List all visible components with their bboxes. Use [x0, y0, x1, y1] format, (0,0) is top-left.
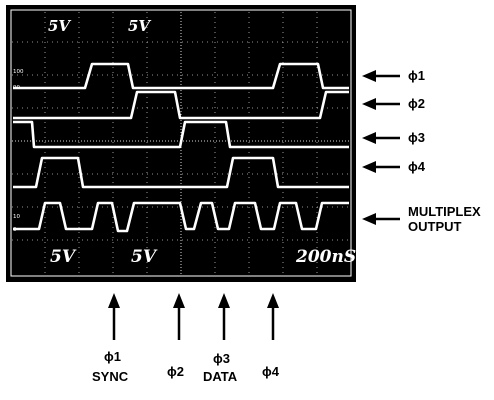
volts-top-mid: 5V	[128, 17, 151, 35]
label-output: OUTPUT	[408, 219, 462, 234]
marker-data-label: DATA	[203, 369, 238, 384]
arrow-multiplex-left-icon	[362, 213, 400, 225]
marker-phi1-label: ϕ1	[104, 349, 121, 364]
volts-bottom-mid: 5V	[131, 247, 158, 267]
marker-sync-label: SYNC	[92, 369, 129, 384]
trace-multiplex	[13, 201, 349, 233]
trace-phi3	[13, 120, 349, 149]
label-phi3: ϕ3	[408, 130, 425, 145]
arrow-phi4-left-icon	[362, 161, 400, 173]
volts-top-left: 5V	[48, 17, 71, 35]
marker-phi3-label: ϕ3	[213, 351, 230, 366]
tick-10: 10	[13, 214, 20, 220]
arrow-up-phi4-icon	[267, 293, 279, 340]
graticule	[12, 12, 350, 274]
label-phi2: ϕ2	[408, 96, 425, 111]
arrow-phi3-left-icon	[362, 132, 400, 144]
label-phi1: ϕ1	[408, 68, 425, 83]
marker-phi2-label: ϕ2	[167, 364, 184, 379]
label-multiplex: MULTIPLEX	[408, 204, 481, 219]
arrow-up-phi3-icon	[218, 293, 230, 340]
arrow-phi1-left-icon	[362, 70, 400, 82]
scope-frame	[10, 9, 352, 277]
tick-90: 90	[13, 85, 20, 91]
arrow-up-phi2-icon	[173, 293, 185, 340]
marker-phi4-label: ϕ4	[262, 364, 279, 379]
timebase-readout: 200nS	[295, 247, 356, 267]
trace-phi4	[13, 156, 349, 189]
arrow-phi2-left-icon	[362, 98, 400, 110]
trace-phi2	[13, 90, 349, 120]
trace-phi1	[13, 62, 349, 90]
label-phi4: ϕ4	[408, 159, 425, 174]
arrow-up-phi1-icon	[108, 293, 120, 340]
tick-0: 0	[13, 227, 17, 233]
tick-100: 100	[13, 69, 24, 75]
volts-bottom-left: 5V	[50, 247, 77, 267]
